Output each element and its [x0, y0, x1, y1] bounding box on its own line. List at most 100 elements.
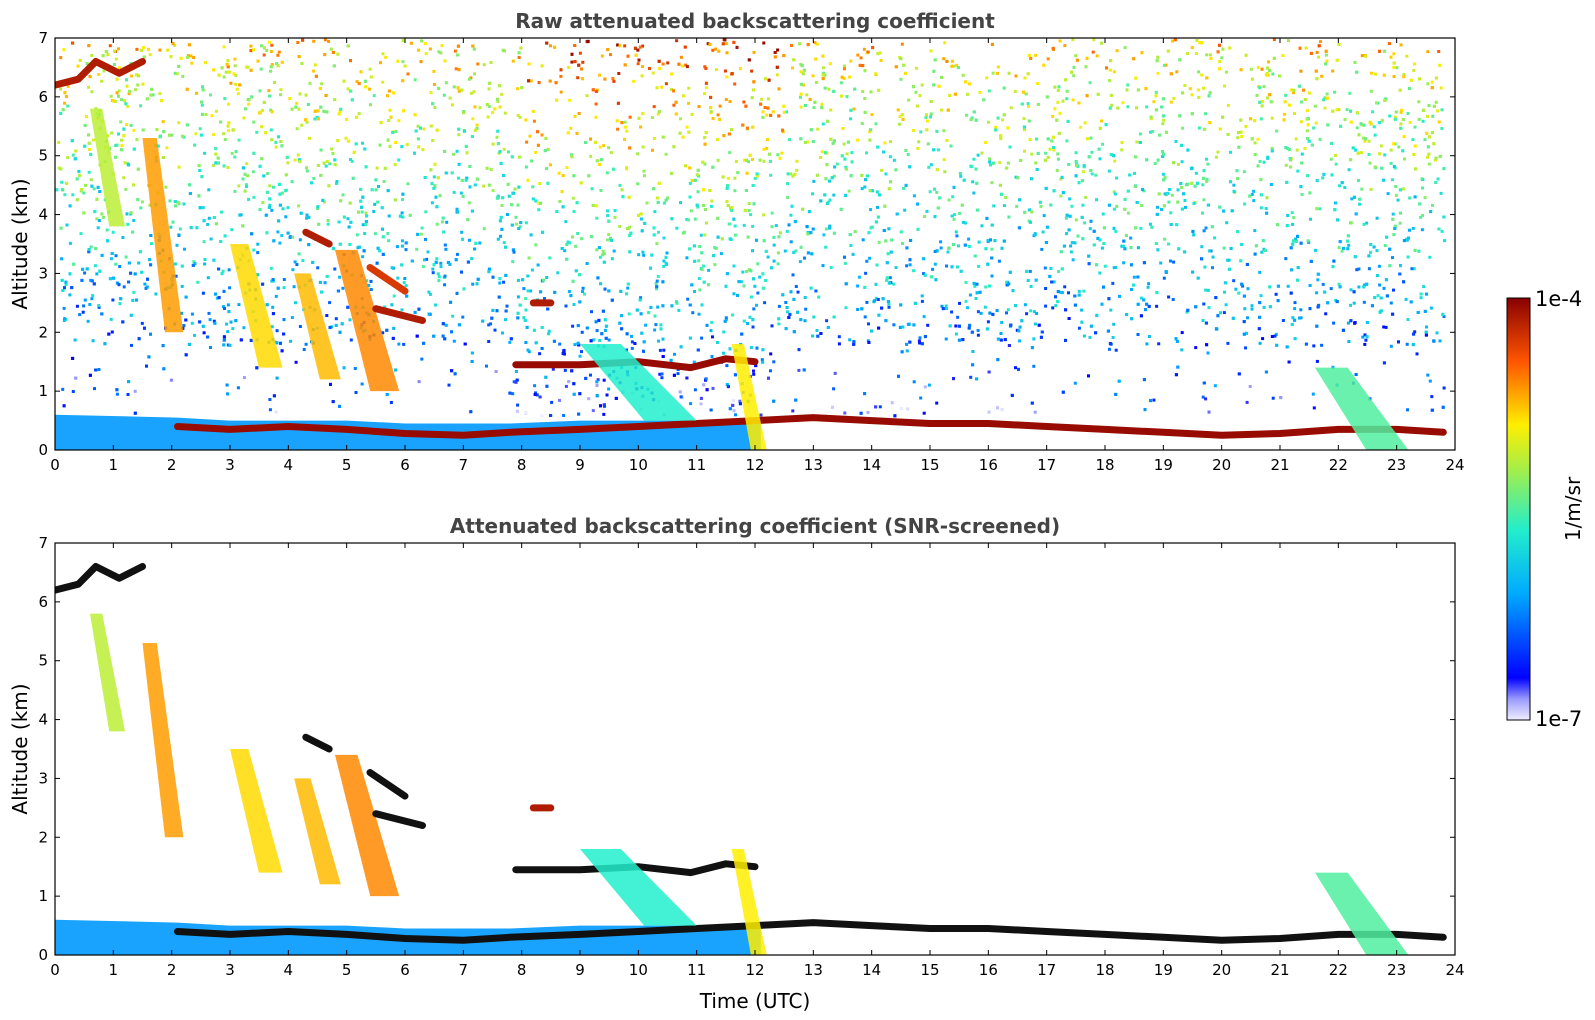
noise-cell	[140, 321, 144, 325]
noise-cell	[1395, 66, 1399, 70]
noise-cell	[1050, 139, 1054, 143]
noise-cell	[1434, 100, 1438, 104]
noise-cell	[1370, 71, 1373, 75]
noise-cell	[489, 61, 493, 64]
noise-cell	[651, 116, 654, 120]
noise-cell	[866, 411, 870, 414]
noise-cell	[87, 85, 91, 89]
noise-cell	[1326, 301, 1330, 305]
noise-cell	[276, 53, 280, 57]
noise-cell	[461, 315, 465, 319]
noise-cell	[355, 233, 359, 237]
noise-cell	[679, 117, 682, 121]
noise-cell	[703, 65, 707, 69]
noise-cell	[1299, 308, 1303, 312]
noise-cell	[1067, 163, 1071, 166]
noise-cell	[546, 181, 550, 185]
noise-cell	[290, 316, 294, 319]
noise-cell	[357, 210, 360, 214]
noise-cell	[1236, 136, 1240, 140]
noise-cell	[974, 118, 978, 122]
noise-cell	[1193, 184, 1197, 188]
noise-cell	[1348, 91, 1352, 95]
noise-cell	[270, 63, 274, 66]
noise-cell	[884, 239, 888, 243]
noise-cell	[702, 188, 705, 192]
noise-cell	[1232, 183, 1236, 187]
noise-cell	[657, 110, 661, 114]
noise-cell	[814, 81, 818, 84]
noise-cell	[180, 284, 184, 288]
noise-cell	[246, 174, 249, 178]
noise-cell	[135, 138, 139, 142]
noise-cell	[503, 111, 507, 115]
noise-cell	[856, 308, 860, 311]
noise-cell	[1104, 123, 1108, 127]
noise-cell	[1095, 54, 1099, 58]
noise-cell	[699, 396, 703, 400]
noise-cell	[91, 339, 95, 343]
noise-cell	[620, 121, 624, 125]
noise-cell	[1155, 291, 1159, 295]
noise-cell	[1296, 234, 1299, 238]
noise-cell	[953, 92, 957, 96]
noise-cell	[905, 349, 909, 353]
noise-cell	[692, 360, 696, 364]
noise-cell	[59, 56, 63, 60]
noise-cell	[733, 224, 737, 228]
noise-cell	[540, 414, 544, 418]
noise-cell	[327, 39, 331, 43]
noise-cell	[936, 148, 940, 152]
noise-cell	[1025, 312, 1029, 316]
noise-cell	[61, 289, 65, 292]
noise-cell	[126, 393, 130, 396]
noise-cell	[1364, 54, 1368, 58]
noise-cell	[169, 378, 173, 382]
noise-cell	[373, 202, 377, 206]
noise-cell	[1222, 311, 1226, 315]
noise-cell	[997, 259, 1001, 263]
noise-cell	[654, 323, 658, 327]
noise-cell	[1331, 265, 1335, 269]
noise-cell	[417, 48, 421, 52]
noise-cell	[1242, 332, 1246, 336]
noise-cell	[886, 252, 890, 256]
noise-cell	[627, 312, 631, 316]
noise-cell	[523, 318, 527, 322]
noise-cell	[795, 168, 799, 172]
noise-cell	[471, 282, 475, 286]
noise-cell	[1402, 135, 1406, 139]
noise-cell	[1357, 133, 1361, 137]
noise-cell	[1250, 307, 1254, 311]
noise-cell	[347, 225, 351, 229]
noise-cell	[1260, 250, 1264, 254]
noise-cell	[1431, 203, 1434, 207]
noise-cell	[1316, 278, 1320, 282]
noise-cell	[978, 90, 982, 94]
noise-cell	[109, 317, 113, 321]
noise-cell	[1094, 331, 1098, 335]
noise-cell	[985, 216, 989, 220]
noise-cell	[728, 151, 732, 155]
noise-cell	[1261, 337, 1265, 341]
noise-cell	[1076, 234, 1080, 238]
noise-cell	[569, 294, 573, 298]
noise-cell	[1232, 189, 1236, 193]
noise-cell	[665, 251, 669, 255]
noise-cell	[1299, 100, 1303, 104]
noise-cell	[569, 126, 573, 130]
noise-cell	[985, 327, 989, 331]
noise-cell	[496, 142, 500, 146]
noise-cell	[751, 249, 754, 253]
noise-cell	[68, 293, 72, 297]
noise-cell	[1002, 86, 1006, 90]
noise-cell	[595, 380, 599, 384]
noise-cell	[214, 292, 217, 296]
noise-cell	[1089, 219, 1093, 223]
noise-cell	[1045, 95, 1049, 99]
noise-cell	[394, 130, 398, 134]
noise-cell	[1374, 72, 1377, 76]
noise-cell	[1318, 207, 1322, 211]
noise-cell	[1013, 89, 1017, 93]
noise-cell	[146, 277, 149, 281]
